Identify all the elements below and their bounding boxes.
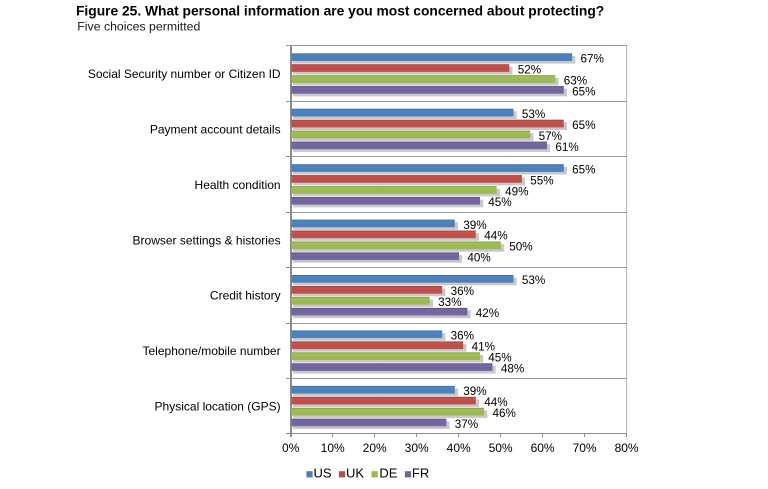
svg-text:36%: 36% (451, 285, 474, 298)
svg-text:55%: 55% (530, 174, 553, 187)
svg-text:50%: 50% (509, 241, 532, 254)
svg-text:37%: 37% (455, 418, 478, 431)
svg-text:57%: 57% (539, 130, 562, 143)
svg-text:Credit history: Credit history (210, 289, 281, 303)
svg-text:0%: 0% (282, 441, 300, 455)
svg-text:65%: 65% (572, 163, 595, 176)
svg-text:39%: 39% (463, 219, 486, 232)
svg-text:36%: 36% (451, 330, 474, 343)
svg-text:US: US (314, 465, 332, 480)
svg-text:DE: DE (379, 465, 397, 480)
svg-text:44%: 44% (484, 230, 507, 243)
svg-text:50%: 50% (489, 441, 513, 455)
svg-text:Browser settings & histories: Browser settings & histories (133, 233, 281, 247)
svg-text:Payment account details: Payment account details (150, 122, 281, 136)
svg-text:Physical location (GPS): Physical location (GPS) (155, 400, 281, 414)
svg-text:Health condition: Health condition (195, 178, 281, 192)
svg-text:52%: 52% (518, 64, 541, 77)
svg-text:46%: 46% (493, 407, 516, 420)
svg-text:67%: 67% (581, 53, 604, 66)
svg-text:UK: UK (346, 465, 364, 480)
svg-text:41%: 41% (472, 341, 495, 354)
svg-text:Five choices permitted: Five choices permitted (77, 20, 200, 34)
svg-text:65%: 65% (572, 119, 595, 132)
svg-text:44%: 44% (484, 396, 507, 409)
svg-text:49%: 49% (505, 185, 528, 198)
svg-text:60%: 60% (531, 441, 555, 455)
svg-text:40%: 40% (467, 252, 490, 265)
svg-text:63%: 63% (564, 74, 587, 87)
svg-text:Telephone/mobile number: Telephone/mobile number (143, 344, 281, 358)
svg-text:65%: 65% (572, 85, 595, 98)
svg-text:70%: 70% (573, 441, 597, 455)
svg-text:48%: 48% (501, 363, 524, 376)
svg-text:39%: 39% (463, 385, 486, 398)
svg-text:20%: 20% (363, 441, 387, 455)
svg-text:45%: 45% (488, 352, 511, 365)
svg-text:40%: 40% (447, 441, 471, 455)
svg-text:42%: 42% (476, 307, 499, 320)
svg-text:53%: 53% (522, 274, 545, 287)
svg-text:45%: 45% (488, 196, 511, 209)
svg-text:80%: 80% (615, 441, 639, 455)
svg-text:Figure 25. What personal infor: Figure 25. What personal information are… (76, 4, 604, 19)
svg-text:33%: 33% (438, 296, 461, 309)
svg-text:10%: 10% (321, 441, 345, 455)
svg-text:FR: FR (412, 465, 429, 480)
svg-text:30%: 30% (405, 441, 429, 455)
svg-text:Social Security number or Citi: Social Security number or Citizen ID (88, 67, 281, 81)
svg-text:53%: 53% (522, 108, 545, 121)
svg-text:61%: 61% (555, 141, 578, 154)
